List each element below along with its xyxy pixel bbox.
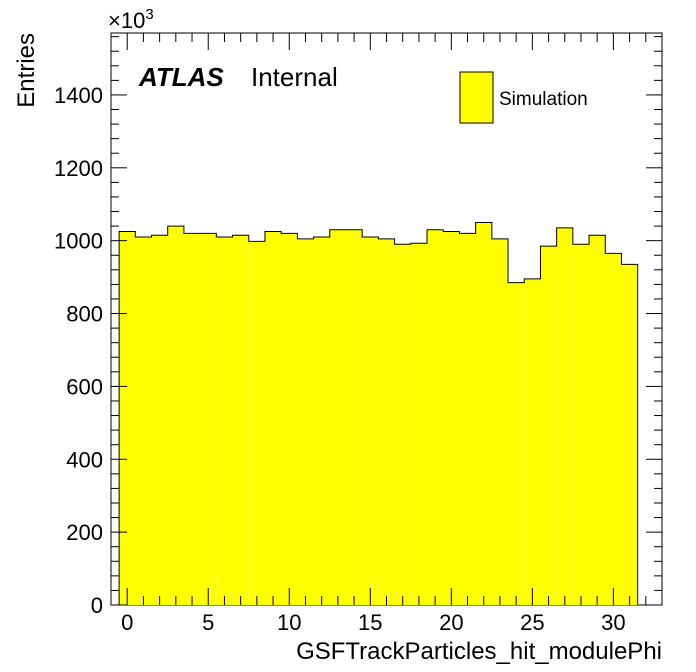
histogram-bar	[200, 233, 217, 605]
histogram-outline	[118, 221, 639, 605]
histogram-bar	[248, 241, 265, 605]
legend-entry-simulation: Simulation	[499, 89, 588, 110]
y-tick-label: 200	[66, 520, 103, 545]
histogram-bar	[232, 235, 249, 605]
y-multiplier-exponent: 3	[145, 6, 153, 23]
histogram-bar	[167, 226, 184, 606]
histogram-bar	[297, 238, 314, 605]
histogram-bar	[508, 282, 525, 605]
x-tick-label: 20	[439, 610, 463, 635]
x-tick-label: 15	[358, 610, 382, 635]
histogram-bar	[459, 233, 476, 605]
histogram-bar	[443, 231, 460, 605]
histogram-bar	[540, 246, 557, 605]
x-axis-title: GSFTrackParticles_hit_modulePhi	[296, 638, 662, 665]
histogram-bar	[151, 235, 168, 605]
y-multiplier-base: ×10	[108, 8, 145, 33]
histogram-bar	[410, 243, 428, 605]
histogram-bar	[394, 244, 411, 605]
y-axis-title: Entries	[13, 33, 40, 108]
histogram-bar	[216, 237, 233, 605]
histogram-bar	[556, 227, 573, 606]
histogram-bar	[119, 231, 136, 605]
histogram-bar	[524, 278, 541, 605]
x-tick-label: 10	[277, 610, 301, 635]
histogram-bars	[119, 222, 638, 606]
histogram-bar	[378, 238, 395, 605]
internal-label: Internal	[251, 62, 338, 92]
x-tick-label: 25	[520, 610, 544, 635]
histogram-bar	[183, 233, 201, 605]
histogram-bar	[621, 264, 638, 605]
y-tick-label: 600	[66, 374, 103, 399]
axis-ticks	[110, 33, 663, 606]
histogram-bar	[281, 233, 298, 605]
x-tick-label: 30	[601, 610, 625, 635]
histogram-bar	[345, 229, 363, 605]
histogram-bar	[491, 238, 509, 605]
y-tick-label: 1400	[54, 83, 103, 108]
histogram-bar	[475, 222, 492, 606]
y-tick-label: 400	[66, 447, 103, 472]
x-tick-label: 5	[202, 610, 214, 635]
histogram-bar	[313, 237, 330, 605]
y-tick-label: 800	[66, 302, 103, 327]
histogram-bar	[329, 229, 346, 605]
x-tick-label: 0	[121, 610, 133, 635]
atlas-label: ATLAS	[138, 62, 224, 92]
y-tick-label: 1000	[54, 229, 103, 254]
y-axis-multiplier: ×103	[108, 6, 154, 33]
axis-tick-labels: 0 5 10 15 20 25 30 0 200 400 600 800 1000 1200 1400	[54, 83, 626, 635]
histogram-bar	[605, 253, 622, 605]
histogram-bar	[362, 237, 379, 605]
legend-swatch	[459, 71, 494, 124]
y-tick-label: 0	[91, 593, 103, 618]
y-tick-label: 1200	[54, 156, 103, 181]
histogram-bar	[135, 237, 152, 605]
histogram-bar	[264, 231, 282, 605]
histogram-bar	[427, 229, 444, 605]
histogram-bar	[572, 244, 590, 605]
histogram-bar	[589, 235, 606, 605]
